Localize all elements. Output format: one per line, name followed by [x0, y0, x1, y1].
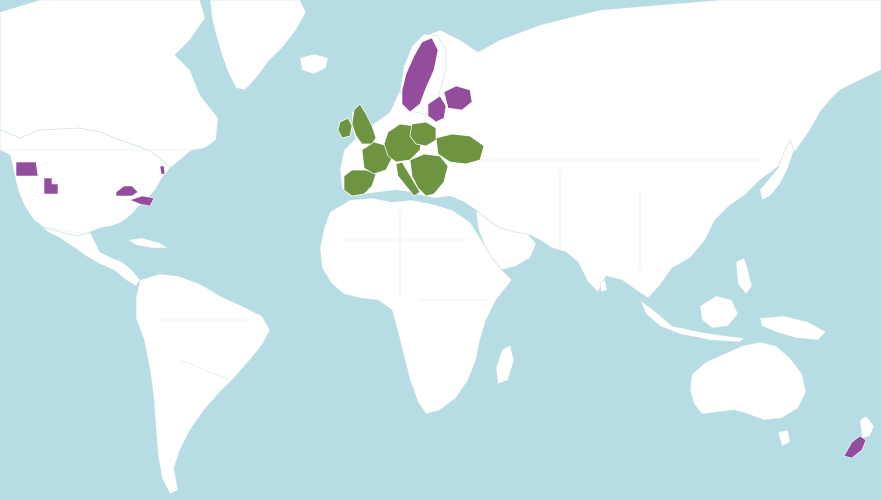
landmass-usa — [0, 127, 171, 237]
border-us-mexico — [39, 225, 97, 237]
landmass-sumatra-java — [639, 299, 745, 343]
region-baltic-states — [427, 95, 447, 123]
landmass-cuba — [127, 237, 169, 249]
region-sweden-norway — [401, 37, 439, 113]
landmass-new-zealand-north — [859, 415, 875, 439]
border-south-america-2 — [179, 359, 231, 381]
landmass-sri-lanka — [599, 279, 608, 293]
landmass-new-guinea — [759, 315, 827, 341]
region-united-kingdom — [351, 103, 377, 145]
region-italy — [395, 161, 421, 197]
region-ireland — [337, 117, 353, 139]
landmass-tasmania — [777, 429, 791, 447]
landmass-iceland — [299, 53, 329, 75]
country-borders — [0, 149, 760, 381]
landmass-australia — [689, 341, 807, 421]
region-new-zealand-south-island — [843, 435, 867, 459]
native-range — [337, 103, 485, 197]
landmass-eurasia — [339, 0, 881, 299]
region-iberia — [343, 169, 377, 197]
landmass-japan — [759, 139, 795, 201]
landmass-south-america — [135, 273, 271, 495]
landmass-arabia — [475, 209, 537, 271]
region-ukraine — [435, 133, 485, 165]
landmass-madagascar — [495, 344, 515, 385]
landmass-africa — [319, 197, 513, 415]
region-utah — [43, 177, 59, 195]
region-balkans — [409, 153, 449, 197]
region-poland — [409, 121, 437, 147]
region-new-jersey — [159, 165, 166, 175]
region-finland-south — [443, 85, 473, 111]
region-france — [361, 141, 393, 175]
landmass-mexico-central-america — [33, 219, 141, 287]
introduced-range — [15, 37, 867, 459]
region-oregon — [15, 161, 39, 177]
landmass-greenland — [209, 0, 307, 91]
region-north-carolina — [129, 195, 155, 207]
region-kentucky — [115, 185, 139, 197]
landmass-borneo — [699, 295, 739, 329]
landmass-philippines — [735, 257, 753, 295]
